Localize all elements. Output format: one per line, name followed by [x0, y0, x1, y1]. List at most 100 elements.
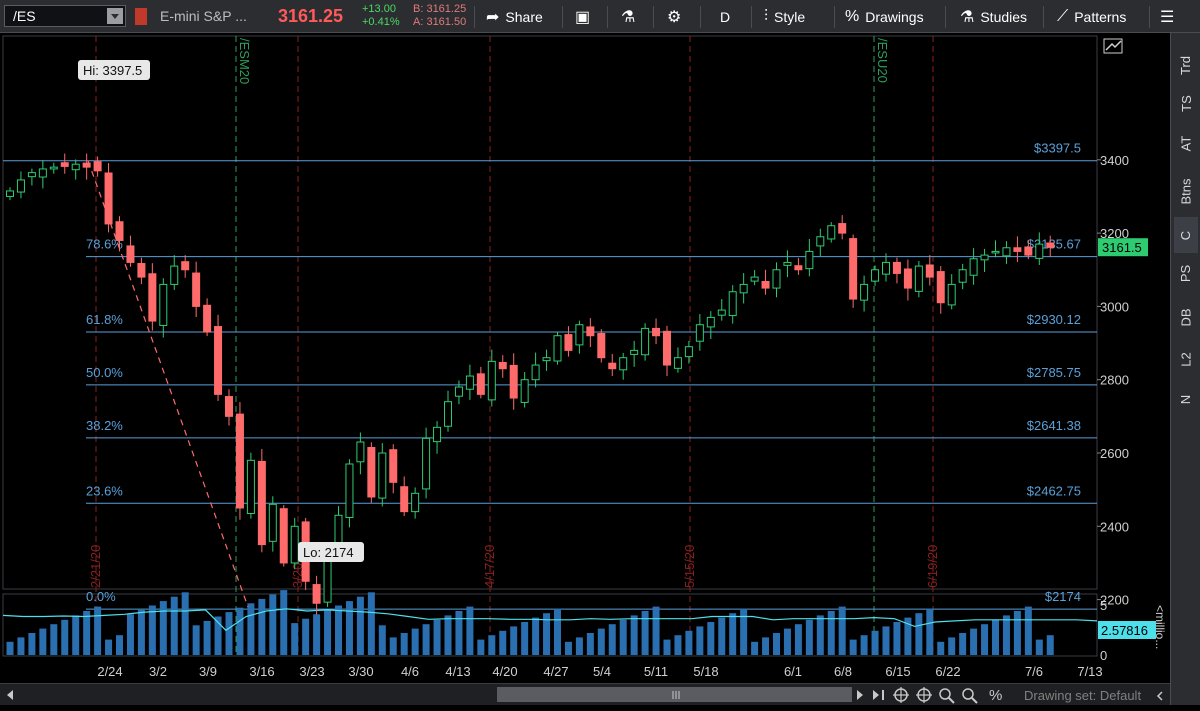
candle-body[interactable] — [225, 396, 233, 417]
candle-body[interactable] — [378, 452, 387, 499]
chart-area[interactable]: 2/21/20/ESM20 3/20/20 4/17/20 5/15/20/ESU20… — [0, 33, 1170, 688]
candle-body[interactable] — [159, 283, 168, 326]
candle-body[interactable] — [739, 283, 748, 294]
sidebar-tab-at[interactable]: AT — [1178, 135, 1194, 151]
settings-button[interactable]: ⚙ — [667, 0, 687, 33]
candle-body[interactable] — [542, 357, 551, 362]
candle-body[interactable] — [1035, 243, 1044, 259]
candle-body[interactable] — [181, 261, 190, 271]
zoom-in-icon[interactable] — [939, 688, 955, 704]
candle-body[interactable] — [93, 161, 102, 172]
candle-body[interactable] — [892, 261, 901, 274]
horizontal-scrollbar[interactable]: % Drawing set: Default — [0, 683, 1170, 705]
symbol-selector[interactable]: /ES — [4, 5, 126, 27]
candle-body[interactable] — [1013, 247, 1022, 252]
sidebar-tab-db[interactable]: DB — [1178, 307, 1194, 327]
candle-body[interactable] — [783, 261, 792, 266]
candle-body[interactable] — [126, 245, 135, 263]
candle-body[interactable] — [597, 333, 606, 359]
candle-body[interactable] — [235, 413, 244, 509]
candle-body[interactable] — [673, 357, 682, 369]
draw-tool-icon[interactable] — [1103, 38, 1123, 54]
candle-body[interactable] — [936, 271, 945, 304]
candle-body[interactable] — [422, 437, 431, 490]
candle-body[interactable] — [71, 163, 80, 171]
more-button[interactable]: ☰ — [1160, 0, 1180, 33]
candle-body[interactable] — [925, 264, 934, 278]
candle-body[interactable] — [433, 426, 442, 443]
target-icon[interactable] — [916, 687, 932, 703]
zoom-out-icon[interactable] — [962, 688, 978, 704]
candle-body[interactable] — [509, 364, 518, 399]
fib-trend-line[interactable] — [87, 160, 249, 608]
candle-body[interactable] — [958, 269, 967, 283]
candle-body[interactable] — [575, 324, 584, 346]
aggregation-button[interactable]: D — [720, 0, 730, 33]
candle-body[interactable] — [914, 265, 923, 292]
candle-body[interactable] — [630, 349, 639, 355]
candle-body[interactable] — [531, 364, 540, 381]
candle-body[interactable] — [969, 258, 978, 276]
candle-body[interactable] — [367, 447, 376, 498]
studies-button[interactable]: ⚗ Studies — [960, 0, 1027, 33]
sidebar-tab-l2[interactable]: L2 — [1178, 351, 1194, 367]
candle-body[interactable] — [170, 265, 179, 285]
sidebar-tab-btns[interactable]: Btns — [1178, 177, 1194, 205]
candle-body[interactable] — [454, 386, 463, 397]
candle-body[interactable] — [487, 360, 496, 401]
candle-body[interactable] — [279, 508, 288, 564]
candle-body[interactable] — [860, 283, 869, 301]
candle-body[interactable] — [498, 361, 507, 370]
drawings-button[interactable]: % Drawings — [845, 0, 924, 33]
candle-body[interactable] — [27, 172, 36, 178]
scroll-left-icon[interactable] — [7, 690, 13, 700]
candle-body[interactable] — [772, 269, 781, 289]
sidebar-tab-n[interactable]: N — [1178, 394, 1194, 404]
candle-body[interactable] — [323, 558, 332, 603]
candle-body[interactable] — [608, 362, 617, 370]
candle-body[interactable] — [104, 172, 113, 225]
candle-body[interactable] — [903, 268, 912, 289]
candle-body[interactable] — [663, 330, 671, 366]
style-button[interactable]: ⫶ Style — [764, 0, 805, 33]
candle-body[interactable] — [564, 334, 573, 351]
candle-body[interactable] — [641, 327, 650, 356]
candle-body[interactable] — [652, 327, 661, 337]
candle-body[interactable] — [476, 373, 485, 395]
candle-body[interactable] — [345, 463, 354, 519]
candle-body[interactable] — [1046, 242, 1055, 248]
candle-body[interactable] — [882, 261, 890, 275]
candle-body[interactable] — [1002, 247, 1011, 257]
candle-body[interactable] — [761, 280, 770, 289]
candle-body[interactable] — [805, 250, 814, 270]
candle-body[interactable] — [728, 291, 737, 317]
candle-body[interactable] — [838, 223, 847, 234]
candle-body[interactable] — [586, 326, 595, 337]
sidebar-tab-ps[interactable]: PS — [1178, 264, 1194, 282]
candle-body[interactable] — [444, 401, 452, 427]
candle-body[interactable] — [871, 269, 880, 282]
candle-body[interactable] — [520, 379, 529, 403]
candle-body[interactable] — [203, 304, 212, 333]
candle-body[interactable] — [684, 346, 693, 358]
candle-body[interactable] — [706, 316, 715, 328]
candle-body[interactable] — [947, 283, 956, 306]
candle-body[interactable] — [60, 162, 69, 167]
candle-body[interactable] — [1024, 246, 1033, 256]
candle-body[interactable] — [137, 263, 146, 278]
candle-body[interactable] — [991, 250, 1000, 254]
sidebar-tab-c[interactable]: C — [1174, 217, 1198, 253]
candle-body[interactable] — [290, 525, 299, 564]
candle-body[interactable] — [816, 236, 825, 247]
drawing-set-label[interactable]: Drawing set: Default — [1024, 688, 1141, 703]
candle-body[interactable] — [980, 254, 989, 261]
scroll-end-icon[interactable] — [873, 690, 879, 700]
candle-body[interactable] — [695, 324, 704, 342]
candle-body[interactable] — [389, 449, 398, 483]
candle-body[interactable] — [794, 265, 803, 271]
chevron-down-icon[interactable] — [107, 8, 123, 24]
candle-body[interactable] — [465, 375, 474, 390]
patterns-button[interactable]: ⟋ Patterns — [1057, 0, 1126, 33]
flask-button[interactable]: ⚗ — [621, 0, 641, 33]
